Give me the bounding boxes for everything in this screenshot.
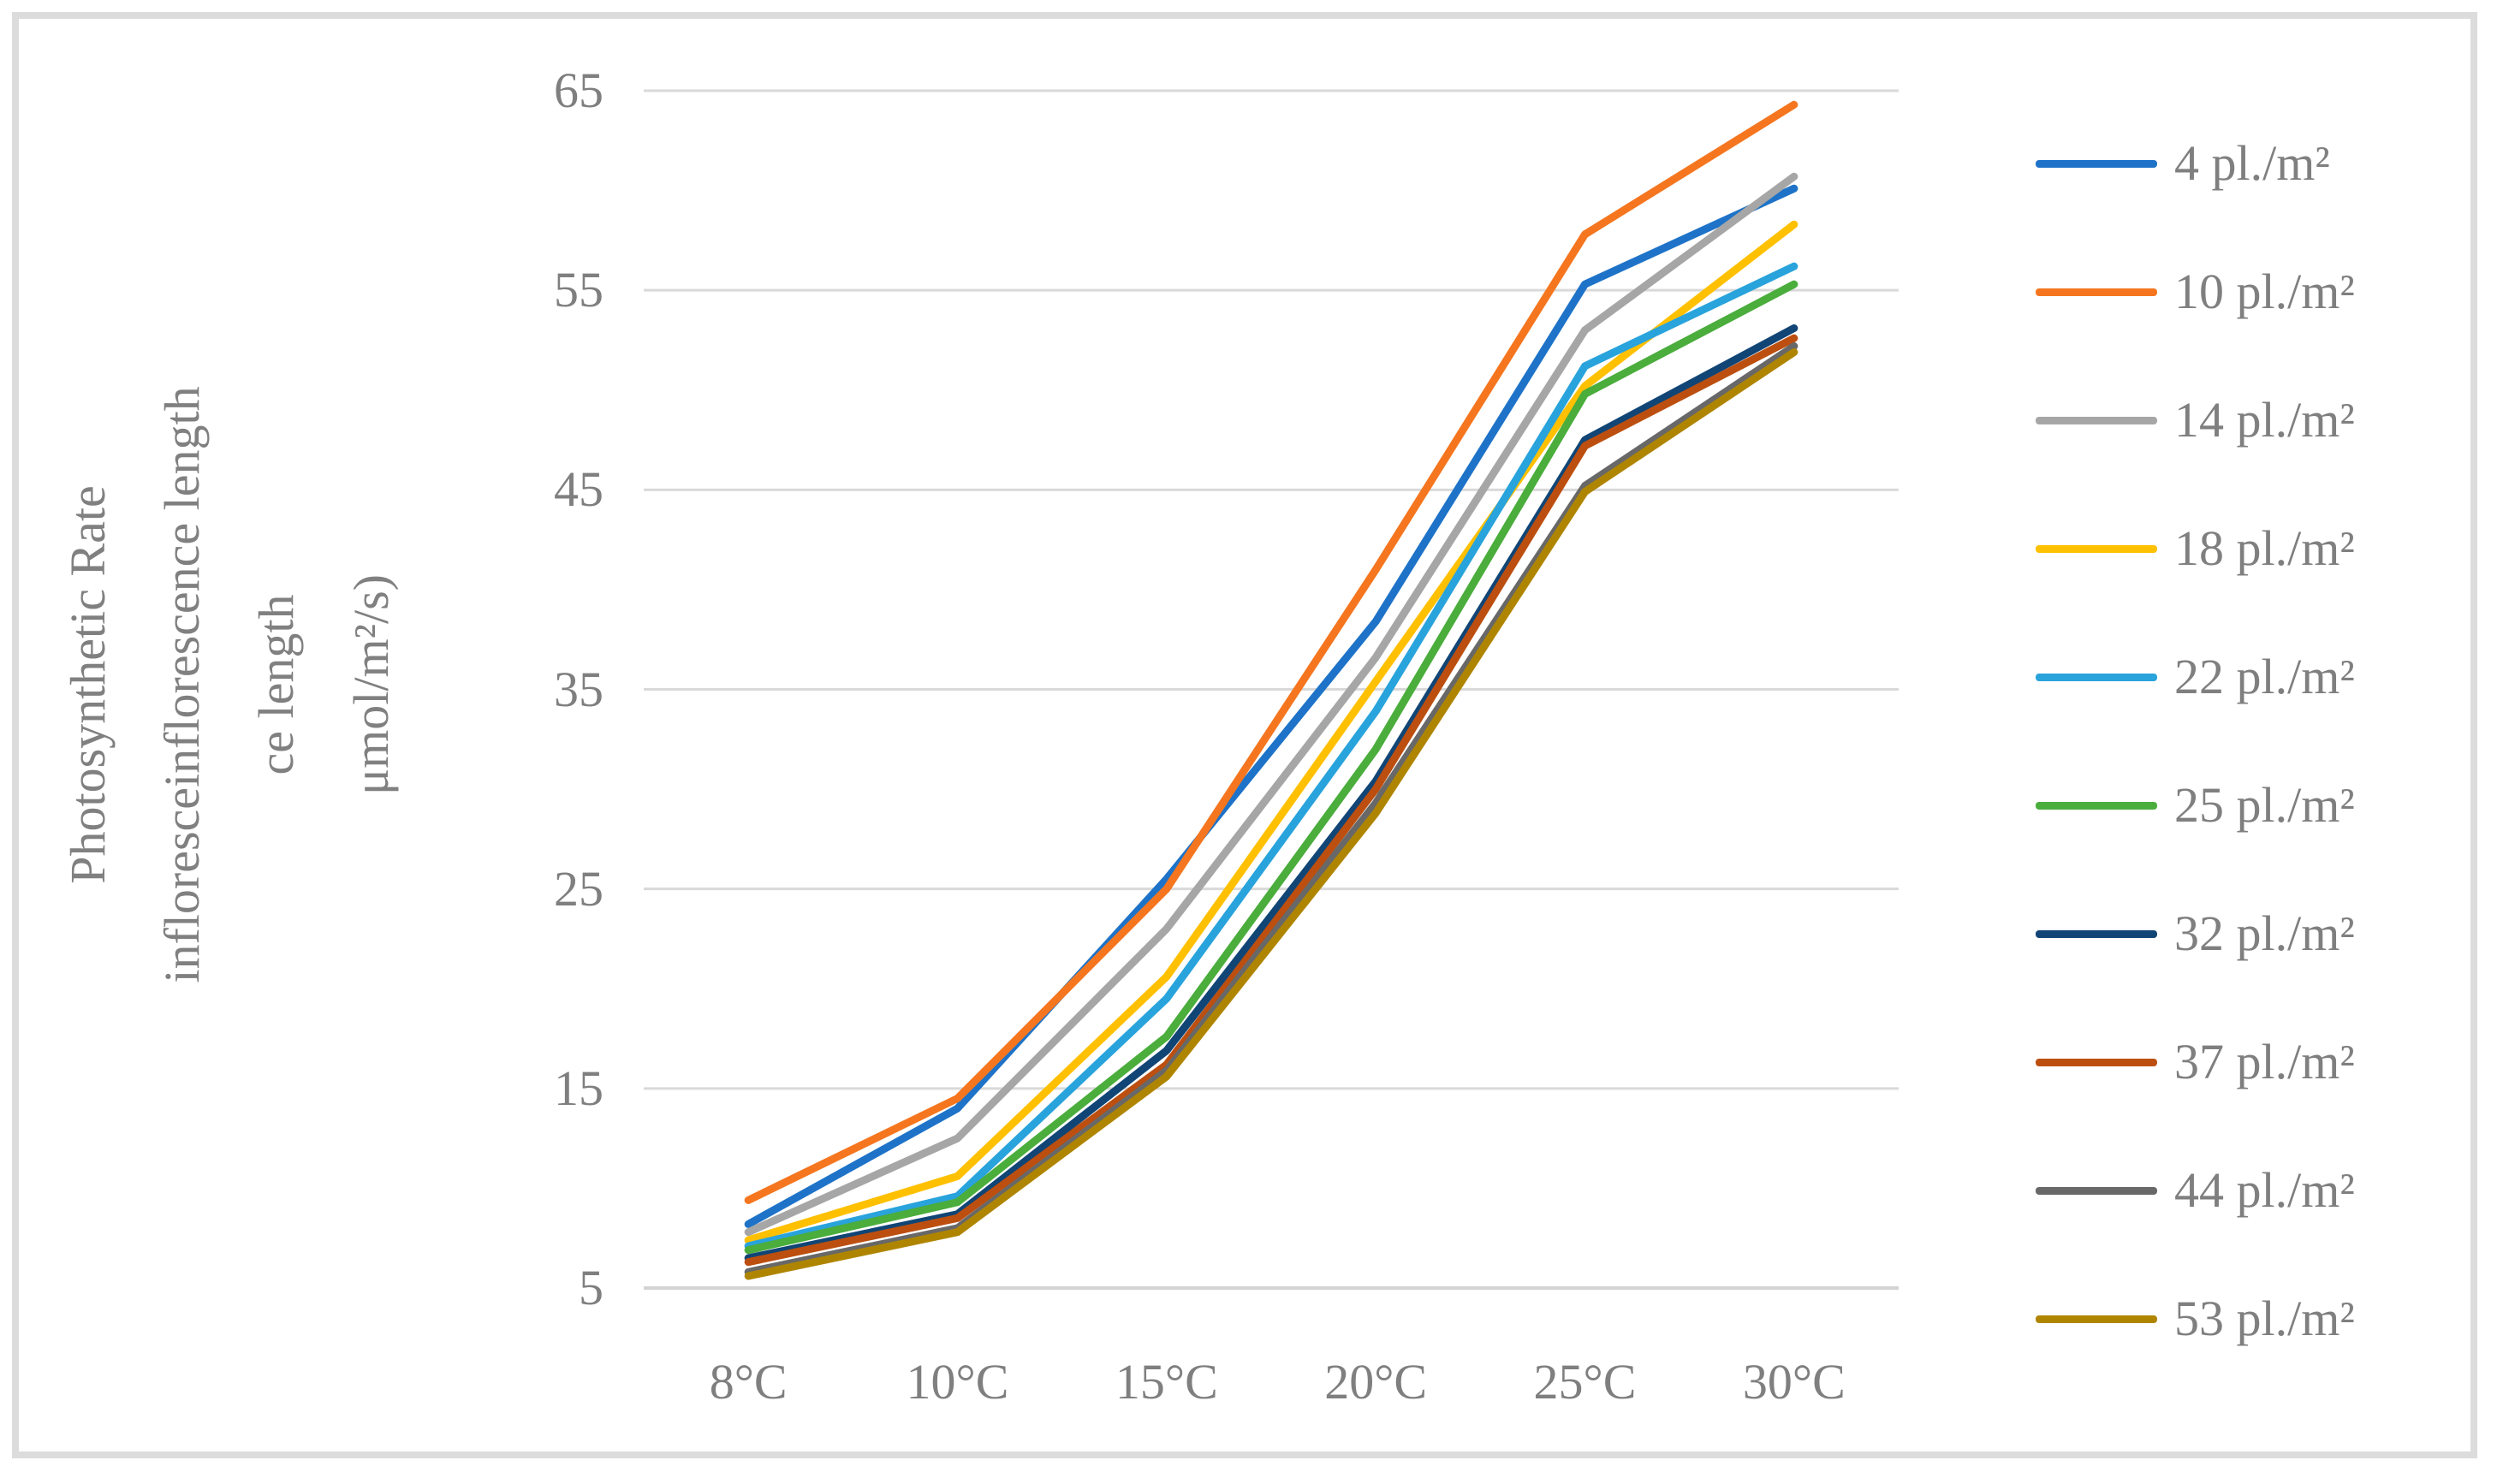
- series-line-37-pl-m-: [744, 334, 1798, 1267]
- legend-item: 10 pl./m²: [2036, 228, 2498, 356]
- legend-item: 25 pl./m²: [2036, 741, 2498, 870]
- legend-label: 37 pl./m²: [2174, 1034, 2355, 1089]
- series-line-4-pl-m-: [744, 184, 1798, 1228]
- legend-line-swatch: [2036, 1187, 2157, 1195]
- legend-line-swatch: [2036, 930, 2157, 938]
- series-line-22-pl-m-: [744, 262, 1798, 1250]
- legend-item: 22 pl./m²: [2036, 613, 2498, 741]
- legend-item: 53 pl./m²: [2036, 1255, 2498, 1383]
- x-axis-tick-label: 8°C: [709, 1354, 788, 1410]
- legend-item: 32 pl./m²: [2036, 870, 2498, 998]
- legend-item: 14 pl./m²: [2036, 356, 2498, 484]
- legend-item: 44 pl./m²: [2036, 1126, 2498, 1255]
- y-axis-title-line: Photosynthetic Rate: [60, 485, 116, 884]
- series-line-10-pl-m-: [744, 100, 1798, 1204]
- legend-item: 18 pl./m²: [2036, 484, 2498, 613]
- y-axis-tick-label: 25: [554, 860, 603, 917]
- legend-label: 14 pl./m²: [2174, 392, 2355, 448]
- x-axis-tick-label: 15°C: [1115, 1354, 1218, 1410]
- legend-label: 22 pl./m²: [2174, 649, 2355, 704]
- legend-line-swatch: [2036, 674, 2157, 681]
- legend-item: 37 pl./m²: [2036, 998, 2498, 1126]
- legend-line-swatch: [2036, 802, 2157, 810]
- legend-line-swatch: [2036, 417, 2157, 424]
- legend-label: 32 pl./m²: [2174, 905, 2355, 961]
- legend-label: 4 pl./m²: [2174, 135, 2330, 191]
- x-axis-tick-label: 10°C: [906, 1354, 1009, 1410]
- chart-outer-frame: [12, 12, 2477, 1458]
- legend-label: 44 pl./m²: [2174, 1162, 2355, 1218]
- y-axis-title-line: ce length: [248, 594, 305, 775]
- legend-line-swatch: [2036, 288, 2157, 296]
- y-axis-tick-label: 5: [579, 1260, 603, 1315]
- legend-label: 53 pl./m²: [2174, 1291, 2355, 1346]
- x-axis-tick-label: 20°C: [1324, 1354, 1428, 1410]
- series-line-32-pl-m-: [744, 324, 1798, 1262]
- y-axis-tick-label: 55: [554, 262, 603, 318]
- legend-line-swatch: [2036, 1315, 2157, 1323]
- y-axis-title-line: infloresceinflorescence length: [154, 386, 211, 983]
- x-axis-tick-label: 30°C: [1742, 1354, 1846, 1410]
- series-line-14-pl-m-: [744, 172, 1798, 1237]
- series-line-53-pl-m-: [744, 347, 1798, 1280]
- y-axis-tick-label: 45: [554, 461, 603, 518]
- y-axis-title: Photosynthetic Rate infloresceinflorescen…: [41, 43, 418, 1327]
- legend-label: 10 pl./m²: [2174, 264, 2355, 319]
- y-axis-tick-label: 35: [554, 661, 603, 717]
- legend-label: 25 pl./m²: [2174, 777, 2355, 833]
- y-axis-title-line: μmol/m²/s): [342, 574, 399, 795]
- x-axis-tick-label: 25°C: [1533, 1354, 1637, 1410]
- legend-line-swatch: [2036, 160, 2157, 168]
- series-line-44-pl-m-: [744, 341, 1798, 1276]
- series-line-18-pl-m-: [744, 220, 1798, 1244]
- legend-item: 4 pl./m²: [2036, 99, 2498, 228]
- y-axis-tick-label: 65: [554, 62, 603, 118]
- y-axis-tick-label: 15: [554, 1060, 603, 1116]
- legend-label: 18 pl./m²: [2174, 520, 2355, 576]
- legend-line-swatch: [2036, 545, 2157, 553]
- series-line-25-pl-m-: [744, 280, 1798, 1255]
- legend-line-swatch: [2036, 1059, 2157, 1066]
